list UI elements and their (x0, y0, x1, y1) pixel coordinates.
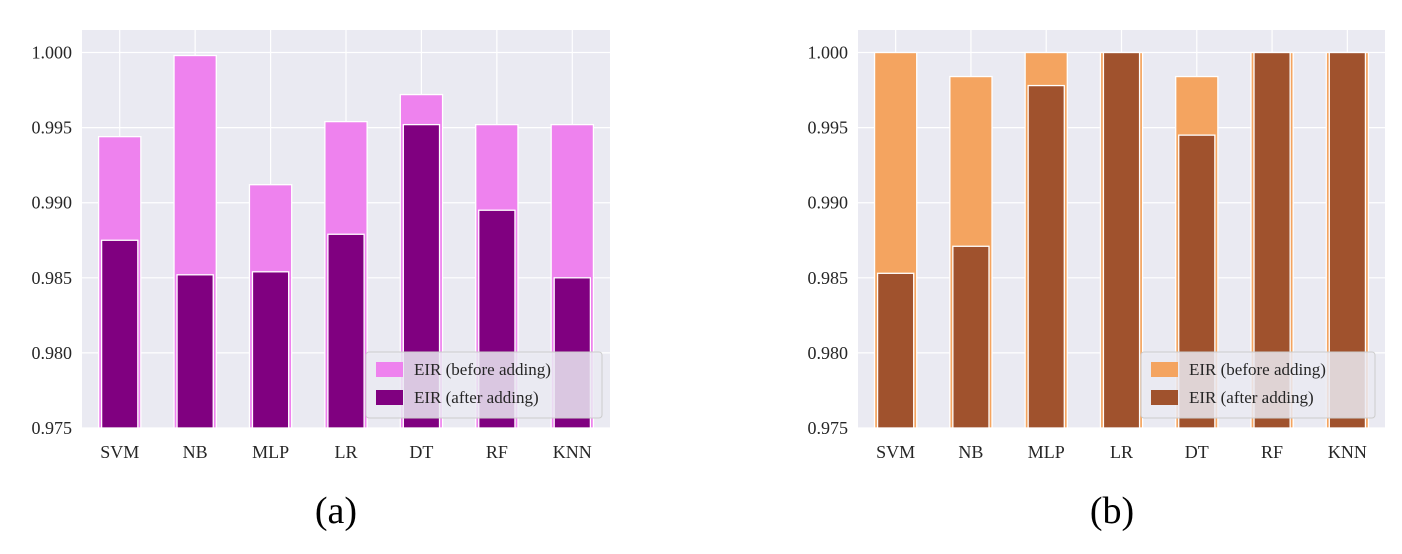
legend-swatch (376, 390, 403, 405)
chart-panel-a: 0.975 0.980 0.985 0.990 0.995 1.000 SVM NB MLP LR… (32, 30, 610, 532)
legend-swatch (1151, 390, 1178, 405)
panel-caption: (b) (1090, 490, 1134, 532)
bar-after-adding (1027, 84, 1065, 429)
y-tick-label: 0.980 (32, 343, 73, 363)
y-tick-label: 1.000 (32, 43, 73, 63)
x-tick-label: LR (1110, 442, 1133, 462)
x-tick-label: NB (958, 442, 983, 462)
x-tick-label: SVM (876, 442, 915, 462)
legend-box (365, 351, 603, 419)
legend-label: EIR (after adding) (1189, 388, 1314, 407)
x-tick-label: DT (1185, 442, 1209, 462)
y-tick-label: 0.975 (808, 418, 849, 438)
x-tick-label: RF (1261, 442, 1283, 462)
y-tick-label: 1.000 (808, 43, 849, 63)
bar-after-adding (176, 274, 214, 429)
y-tick-label: 0.995 (808, 118, 849, 138)
bar-after-adding (952, 245, 990, 429)
y-tick-label: 0.990 (32, 193, 73, 213)
legend-label: EIR (after adding) (414, 388, 539, 407)
bar-after-adding (251, 271, 290, 429)
legend-swatch (376, 362, 403, 377)
legend-label: EIR (before adding) (414, 360, 551, 379)
legend-swatch (1151, 362, 1178, 377)
x-tick-label: SVM (100, 442, 139, 462)
x-tick-label: KNN (553, 442, 592, 462)
bar-after-adding (876, 272, 915, 429)
bar-after-adding (1102, 51, 1141, 429)
x-tick-label: DT (409, 442, 433, 462)
bar-after-adding (100, 239, 139, 429)
x-tick-label: MLP (252, 442, 289, 462)
y-tick-label: 0.985 (808, 268, 849, 288)
x-tick-label: MLP (1028, 442, 1065, 462)
x-tick-label: KNN (1328, 442, 1367, 462)
y-tick-label: 0.980 (808, 343, 849, 363)
panel-caption: (a) (315, 490, 357, 532)
y-tick-label: 0.990 (808, 193, 849, 213)
x-tick-label: RF (486, 442, 508, 462)
legend-label: EIR (before adding) (1189, 360, 1326, 379)
y-tick-label: 0.995 (32, 118, 73, 138)
legend-box (1140, 351, 1376, 419)
x-tick-label: LR (334, 442, 357, 462)
chart-panel-b: 0.975 0.980 0.985 0.990 0.995 1.000 SVM NB MLP LR… (808, 30, 1385, 532)
x-tick-label: NB (183, 442, 208, 462)
bar-after-adding (327, 233, 365, 429)
y-tick-label: 0.985 (32, 268, 73, 288)
y-tick-label: 0.975 (32, 418, 73, 438)
